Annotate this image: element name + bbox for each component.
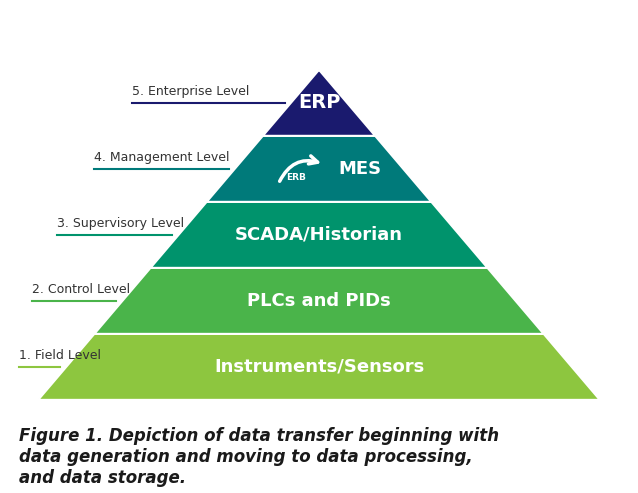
Text: 5. Enterprise Level: 5. Enterprise Level	[132, 85, 249, 98]
Polygon shape	[38, 334, 600, 400]
Text: 1. Field Level: 1. Field Level	[19, 349, 101, 362]
Polygon shape	[151, 202, 487, 268]
Text: Instruments/Sensors: Instruments/Sensors	[214, 358, 424, 376]
Text: SCADA/Historian: SCADA/Historian	[235, 226, 403, 244]
Text: 4. Management Level: 4. Management Level	[94, 151, 230, 164]
Text: ERP: ERP	[298, 93, 340, 112]
Polygon shape	[207, 136, 431, 202]
Polygon shape	[94, 268, 544, 334]
Text: 3. Supervisory Level: 3. Supervisory Level	[57, 217, 184, 230]
Text: 2. Control Level: 2. Control Level	[32, 283, 130, 296]
Polygon shape	[263, 70, 375, 136]
Text: PLCs and PIDs: PLCs and PIDs	[247, 292, 391, 310]
Text: Figure 1. Depiction of data transfer beginning with
data generation and moving t: Figure 1. Depiction of data transfer beg…	[19, 427, 500, 487]
Text: MES: MES	[338, 160, 381, 178]
Text: ERB: ERB	[286, 173, 306, 182]
